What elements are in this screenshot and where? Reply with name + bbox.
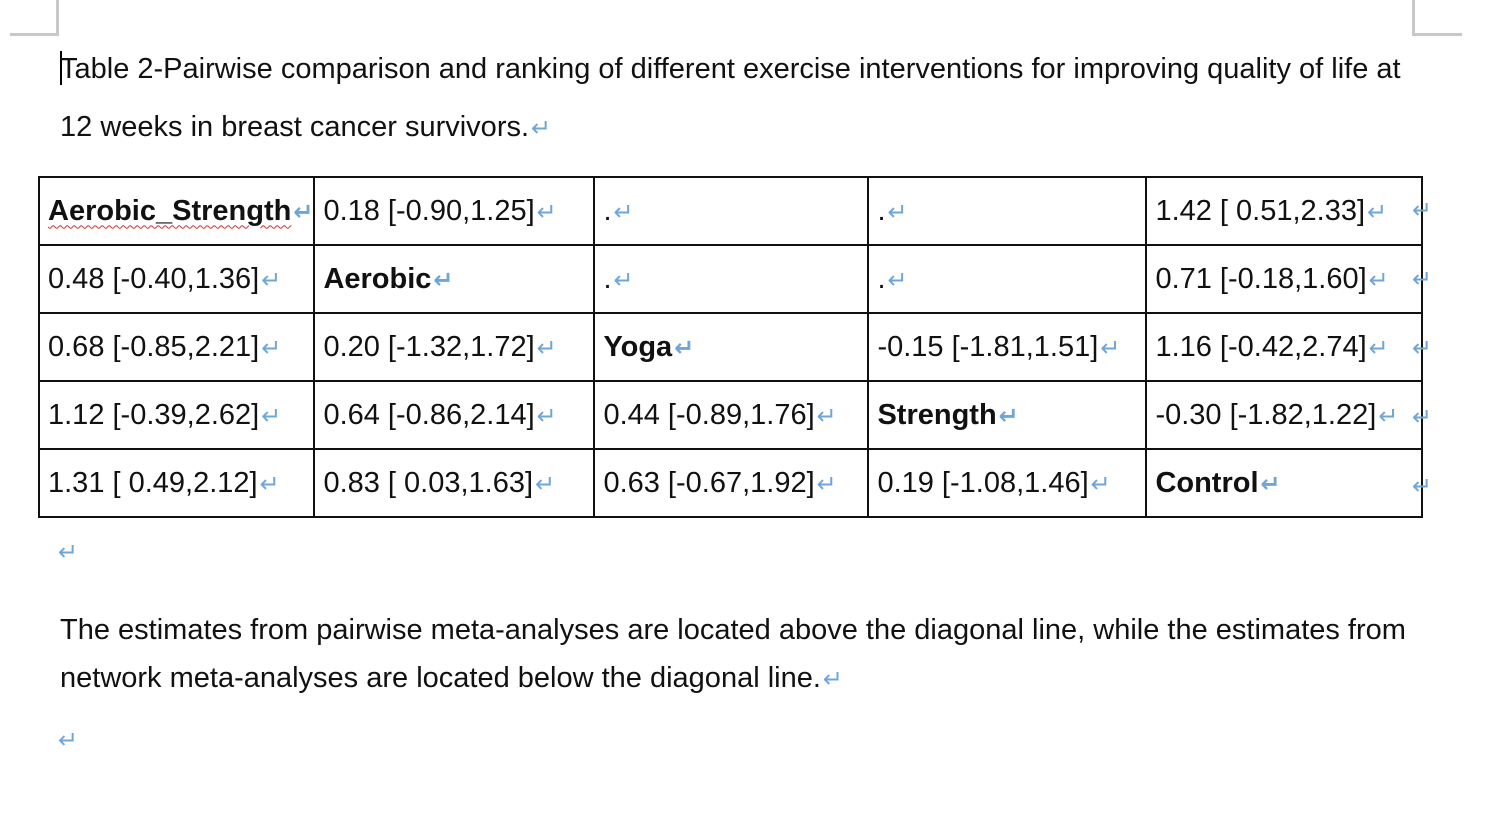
paragraph-mark-icon: ↵ [822, 665, 844, 693]
table-cell-estimate[interactable]: 0.18 [-0.90,1.25]↵ [313, 176, 596, 246]
table-cell-estimate[interactable]: 0.63 [-0.67,1.92]↵ [593, 448, 870, 518]
cell-end-mark-icon: ↵ [536, 197, 557, 226]
caption-text: Table 2-Pairwise comparison and ranking … [60, 53, 1401, 143]
cell-end-mark-icon: ↵ [674, 333, 695, 362]
cell-text: 0.64 [-0.86,2.14] [323, 398, 535, 431]
cell-text: Control [1155, 466, 1259, 499]
table-cell-estimate[interactable]: .↵ [593, 176, 870, 246]
cell-end-mark-icon: ↵ [261, 265, 282, 294]
table-cell-estimate[interactable]: 0.83 [ 0.03,1.63]↵ [313, 448, 596, 518]
cell-text: . [603, 194, 612, 227]
cell-text: 0.20 [-1.32,1.72] [323, 330, 535, 363]
cell-end-mark-icon: ↵ [613, 197, 634, 226]
table-row: 0.48 [-0.40,1.36]↵ Aerobic↵ .↵ .↵ 0.71 [-0.1… [37, 244, 1424, 314]
table-row: 1.12 [-0.39,2.62]↵ 0.64 [-0.86,2.14]↵ 0.44… [37, 380, 1424, 450]
table-cell-estimate[interactable]: 0.48 [-0.40,1.36]↵ [37, 244, 316, 314]
cell-end-mark-icon: ↵ [1367, 197, 1388, 226]
cell-text: Yoga [603, 330, 673, 363]
table-cell-estimate[interactable]: .↵ [867, 176, 1148, 246]
cell-end-mark-icon: ↵ [1260, 469, 1281, 498]
cell-text: . [603, 262, 612, 295]
table-cell-estimate[interactable]: -0.15 [-1.81,1.51]↵ [867, 312, 1148, 382]
cell-end-mark-icon: ↵ [1378, 401, 1399, 430]
cell-text: 1.31 [ 0.49,2.12] [48, 466, 258, 499]
table-cell-treatment[interactable]: Strength↵ [867, 380, 1148, 450]
cell-end-mark-icon: ↵ [261, 401, 282, 430]
row-end-mark-icon: ↵ [1412, 196, 1433, 224]
cell-text: 1.42 [ 0.51,2.33] [1155, 194, 1366, 227]
table-cell-estimate[interactable]: -0.30 [-1.82,1.22]↵ [1145, 380, 1424, 450]
cell-text: 1.16 [-0.42,2.74] [1155, 330, 1367, 363]
cell-end-mark-icon: ↵ [613, 265, 634, 294]
cell-end-mark-icon: ↵ [887, 197, 908, 226]
table-cell-estimate[interactable]: 0.68 [-0.85,2.21]↵ [37, 312, 316, 382]
table-cell-estimate[interactable]: 0.64 [-0.86,2.14]↵ [313, 380, 596, 450]
cell-text: . [877, 194, 886, 227]
cell-text: 0.63 [-0.67,1.92] [603, 466, 815, 499]
cell-text: 0.68 [-0.85,2.21] [48, 330, 260, 363]
row-end-mark-icon: ↵ [1412, 472, 1433, 500]
table-cell-estimate[interactable]: .↵ [593, 244, 870, 314]
cell-text: -0.15 [-1.81,1.51] [877, 330, 1099, 363]
cell-end-mark-icon: ↵ [536, 333, 557, 362]
table-cell-treatment[interactable]: Control↵ [1145, 448, 1424, 518]
cell-end-mark-icon: ↵ [816, 401, 837, 430]
row-end-mark-icon: ↵ [1412, 403, 1433, 431]
table-caption[interactable]: Table 2-Pairwise comparison and ranking … [60, 40, 1420, 157]
table-cell-treatment[interactable]: Aerobic↵ [313, 244, 596, 314]
cell-end-mark-icon: ↵ [536, 401, 557, 430]
cell-end-mark-icon: ↵ [816, 469, 837, 498]
table-cell-estimate[interactable]: .↵ [867, 244, 1148, 314]
row-end-mark-icon: ↵ [1412, 334, 1433, 362]
cell-text: . [877, 262, 886, 295]
comparison-table[interactable]: Aerobic_Strength↵ 0.18 [-0.90,1.25]↵ .↵ .↵ 1… [37, 176, 1424, 518]
table-cell-estimate[interactable]: 0.71 [-0.18,1.60]↵ [1145, 244, 1424, 314]
footnote-text: The estimates from pairwise meta-analyse… [60, 614, 1406, 694]
table-cell-treatment[interactable]: Aerobic_Strength↵ [37, 176, 316, 246]
text-cursor [60, 51, 62, 85]
cell-text: 1.12 [-0.39,2.62] [48, 398, 260, 431]
cell-end-mark-icon: ↵ [887, 265, 908, 294]
table-row: 1.31 [ 0.49,2.12]↵ 0.83 [ 0.03,1.63]↵ 0.63… [37, 448, 1424, 518]
cell-text: 0.19 [-1.08,1.46] [877, 466, 1089, 499]
cell-end-mark-icon: ↵ [1368, 265, 1389, 294]
cell-end-mark-icon: ↵ [1368, 333, 1389, 362]
cell-text: 0.18 [-0.90,1.25] [323, 194, 535, 227]
cell-end-mark-icon: ↵ [293, 197, 314, 226]
cell-end-mark-icon: ↵ [535, 469, 556, 498]
page-corner-top-left [56, 0, 59, 36]
page-corner-top-right-horizontal [1412, 33, 1462, 36]
empty-paragraph-mark-icon: ↵ [58, 726, 79, 754]
cell-end-mark-icon: ↵ [1090, 469, 1111, 498]
cell-text: 0.83 [ 0.03,1.63] [323, 466, 534, 499]
table-row: Aerobic_Strength↵ 0.18 [-0.90,1.25]↵ .↵ .↵ 1… [37, 176, 1424, 246]
table-cell-estimate[interactable]: 0.19 [-1.08,1.46]↵ [867, 448, 1148, 518]
cell-end-mark-icon: ↵ [1100, 333, 1121, 362]
cell-end-mark-icon: ↵ [433, 265, 454, 294]
table-cell-estimate[interactable]: 1.42 [ 0.51,2.33]↵ [1145, 176, 1424, 246]
cell-end-mark-icon: ↵ [261, 333, 282, 362]
table-cell-estimate[interactable]: 0.20 [-1.32,1.72]↵ [313, 312, 596, 382]
table-cell-estimate[interactable]: 1.12 [-0.39,2.62]↵ [37, 380, 316, 450]
paragraph-mark-icon: ↵ [531, 114, 552, 142]
cell-text: 0.71 [-0.18,1.60] [1155, 262, 1367, 295]
cell-text: Aerobic_Strength [48, 194, 292, 227]
table-footnote[interactable]: The estimates from pairwise meta-analyse… [60, 606, 1420, 703]
table-cell-treatment[interactable]: Yoga↵ [593, 312, 870, 382]
cell-text: 0.48 [-0.40,1.36] [48, 262, 260, 295]
cell-text: Strength [877, 398, 997, 431]
row-end-mark-icon: ↵ [1412, 265, 1433, 293]
table-cell-estimate[interactable]: 1.31 [ 0.49,2.12]↵ [37, 448, 316, 518]
cell-text: Aerobic [323, 262, 432, 295]
cell-end-mark-icon: ↵ [998, 401, 1019, 430]
cell-end-mark-icon: ↵ [259, 469, 280, 498]
table-row: 0.68 [-0.85,2.21]↵ 0.20 [-1.32,1.72]↵ Yoga… [37, 312, 1424, 382]
table-cell-estimate[interactable]: 1.16 [-0.42,2.74]↵ [1145, 312, 1424, 382]
empty-paragraph-mark-icon: ↵ [58, 538, 79, 566]
page-corner-top-right [1412, 0, 1415, 36]
cell-text: 0.44 [-0.89,1.76] [603, 398, 815, 431]
page-corner-top-left-horizontal [10, 33, 59, 36]
cell-text: -0.30 [-1.82,1.22] [1155, 398, 1377, 431]
table-cell-estimate[interactable]: 0.44 [-0.89,1.76]↵ [593, 380, 870, 450]
